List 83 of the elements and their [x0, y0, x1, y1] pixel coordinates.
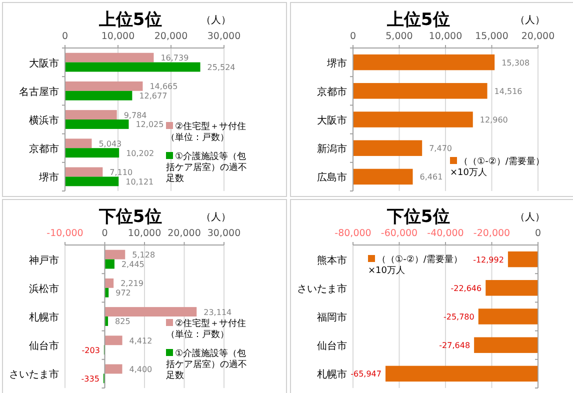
data-label: 2,445: [121, 260, 144, 270]
data-label: 25,524: [207, 63, 236, 72]
y-tick-label: 京都市: [317, 86, 347, 98]
y-tick-label: さいたま市: [9, 368, 59, 381]
legend-label: （（①-②）/需要量）×10万人: [368, 255, 462, 276]
x-tick-label: 10,000: [428, 31, 462, 42]
data-label: 9,784: [124, 110, 147, 120]
data-label: 972: [116, 288, 131, 298]
y-tick-label: 大阪市: [29, 57, 59, 70]
y-tick-label: 札幌市: [317, 368, 347, 381]
data-label: 7,110: [110, 168, 133, 177]
y-tick-label: 広島市: [317, 172, 347, 184]
text: （人）: [515, 212, 545, 223]
y-tick-label: 堺市: [326, 57, 347, 70]
x-tick-label: 20,000: [154, 31, 188, 42]
x-tick-label: -10,000: [46, 228, 84, 239]
x-tick-label: 30,000: [207, 31, 241, 42]
data-label: -27,648: [439, 341, 470, 350]
data-label: 7,470: [429, 144, 452, 154]
data-label: 14,516: [494, 86, 522, 96]
legend-label: （（①-②）/需要量）×10万人: [450, 157, 544, 178]
y-tick-label: 京都市: [29, 143, 59, 156]
chart-title: 下位5位: [386, 207, 450, 227]
x-tick-label: -80,000: [334, 228, 372, 239]
data-label: 16,739: [160, 54, 189, 63]
data-label: -335: [81, 374, 100, 384]
x-tick-label: 10,000: [128, 228, 162, 239]
data-label: -203: [82, 346, 100, 355]
chart-title: 下位5位: [98, 207, 162, 227]
data-label: 4,412: [129, 336, 152, 346]
data-label: 4,400: [129, 364, 152, 374]
x-tick-label: 20,000: [168, 228, 201, 239]
data-label: -22,646: [450, 284, 482, 293]
data-label: 12,960: [480, 116, 508, 124]
x-tick-label: -20,000: [473, 228, 510, 239]
y-tick-label: 札幌市: [29, 312, 59, 324]
data-label: 14,665: [150, 82, 178, 92]
y-tick-label: 仙台市: [29, 340, 59, 352]
x-tick-label: 0: [534, 228, 542, 239]
x-tick-label: 5,000: [386, 31, 413, 42]
data-label: 2,219: [120, 279, 144, 288]
legend-label: ②住宅型＋サ付住（単位：戸数）: [166, 122, 246, 144]
x-tick-label: -40,000: [427, 228, 464, 239]
y-tick-label: 神戸市: [29, 254, 59, 266]
data-label: 10,202: [126, 148, 154, 158]
data-label: 825: [115, 317, 130, 326]
y-tick-label: 新潟市: [317, 143, 347, 156]
x-tick-label: 0: [62, 31, 68, 42]
y-tick-label: 大阪市: [317, 114, 347, 126]
x-tick-label: 30,000: [207, 228, 241, 239]
data-label: -12,992: [473, 255, 504, 264]
x-tick-label: 20,000: [521, 31, 555, 42]
chart-title: 上位5位: [386, 10, 450, 30]
data-label: 23,114: [204, 308, 232, 317]
legend-label: ①介護施設等（包括ケア居室）の過不足数: [166, 349, 247, 382]
text: （人）: [515, 15, 545, 26]
data-label: -25,780: [443, 312, 474, 322]
y-tick-label: 横浜市: [29, 114, 59, 126]
data-label: 6,461: [420, 172, 443, 182]
data-label: 12,025: [136, 120, 164, 130]
y-tick-label: 堺市: [38, 172, 59, 184]
y-tick-label: 福岡市: [317, 312, 347, 324]
x-tick-label: 0: [350, 31, 356, 42]
x-tick-label: 15,000: [475, 31, 508, 42]
data-label: 15,308: [502, 58, 530, 68]
x-tick-label: -60,000: [380, 228, 418, 239]
legend-label: ②住宅型＋サ付住（単位：戸数）: [166, 319, 246, 340]
y-tick-label: 熊本市: [317, 254, 347, 266]
legend-label: ①介護施設等（包括ケア居室）の過不足数: [166, 152, 247, 184]
chart-title: 上位5位: [98, 10, 162, 30]
y-tick-label: 名古屋市: [19, 86, 59, 98]
x-tick-label: 0: [102, 228, 108, 239]
text: （人）: [201, 15, 231, 26]
data-label: 5,043: [98, 139, 122, 148]
x-tick-label: 10,000: [101, 31, 135, 42]
text: （人）: [201, 212, 231, 223]
data-label: 12,677: [139, 92, 168, 101]
y-tick-label: 浜松市: [29, 282, 59, 295]
y-tick-label: 仙台市: [317, 340, 347, 352]
data-label: 10,121: [126, 177, 154, 186]
data-label: 5,128: [132, 250, 156, 260]
data-label: -65,947: [350, 370, 382, 379]
y-tick-label: さいたま市: [297, 282, 347, 295]
